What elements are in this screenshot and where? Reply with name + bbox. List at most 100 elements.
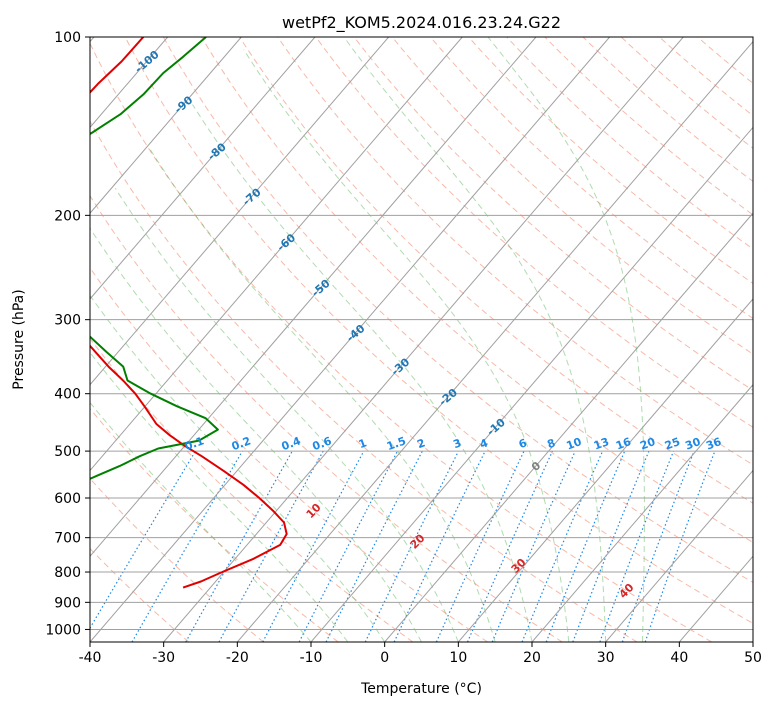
mixing-ratio-label: 0.6: [311, 434, 334, 453]
mixing-ratio-label: 25: [663, 435, 682, 452]
mixing-ratio-label: 0.2: [230, 434, 253, 453]
dry-adiabat: [90, 477, 264, 642]
moist-adiabat: [192, 104, 533, 642]
moist-adiabat: [243, 49, 570, 642]
moist-adiabat: [114, 187, 459, 642]
mixing-ratio-label: 30: [683, 435, 702, 453]
isotherm: [236, 40, 753, 642]
moist-adiabat: [90, 227, 422, 642]
x-tick-label: 0: [380, 650, 389, 666]
moist-adiabat: [90, 294, 386, 642]
x-tick-label: -40: [79, 650, 102, 666]
mixing-ratio-line: [364, 450, 460, 642]
dry-adiabat: [353, 37, 753, 391]
dry-adiabat: [90, 194, 563, 642]
mixing-ratio-label: 10: [565, 435, 584, 453]
mixing-ratio-label: 36: [704, 435, 723, 453]
mixing-ratio-label: 6: [517, 436, 529, 451]
x-tick-label: 20: [523, 650, 541, 666]
mixing-ratio-label: 8: [545, 436, 557, 451]
mixing-ratio-label: 16: [614, 435, 633, 453]
temperature-line: [90, 37, 288, 589]
isotherm: [605, 469, 753, 642]
x-axis-label: Temperature (°C): [360, 681, 482, 697]
isotherm: [457, 298, 753, 642]
dry-adiabat: [544, 37, 753, 216]
mixing-ratio-line: [621, 450, 695, 642]
dry-adiabat: [124, 37, 753, 624]
isotherm: [310, 126, 753, 642]
y-tick-label: 900: [54, 595, 81, 611]
x-tick-label: 30: [597, 650, 615, 666]
mixing-ratio-label: 0.4: [280, 434, 303, 453]
isotherms: [90, 37, 753, 642]
mixing-ratio-label: 4: [478, 436, 490, 451]
isotherm: [90, 37, 242, 214]
moist-adiabat: [90, 401, 312, 642]
dry-adiabat: [162, 37, 753, 584]
mixing-ratio-label: 1: [357, 436, 369, 451]
mixing-ratio-line: [262, 450, 365, 642]
y-tick-label: 200: [54, 208, 81, 224]
mixing-ratio-label: 0.1: [183, 434, 206, 453]
isotherm: [90, 37, 316, 300]
mixing-ratio-label: 1.5: [385, 434, 408, 453]
dry-adiabat: [620, 37, 753, 149]
moist-adiabats: [90, 37, 645, 642]
dry-adiabat: [277, 37, 753, 466]
plot-area: [90, 37, 753, 642]
y-tick-label: 600: [54, 491, 81, 507]
mixing-ratio-line: [185, 450, 293, 642]
dry-adiabat: [391, 37, 753, 355]
mixing-ratio-line: [325, 450, 423, 642]
y-axis-label: Pressure (hPa): [11, 289, 27, 389]
dry-adiabat: [90, 120, 638, 642]
y-tick-label: 100: [54, 30, 81, 46]
x-tick-label: 50: [744, 650, 762, 666]
y-tick-label: 500: [54, 444, 81, 460]
isotherm: [384, 212, 753, 642]
plot-frame: [89, 36, 754, 643]
isotherm: [90, 37, 537, 558]
moist-adiabat: [343, 37, 607, 642]
mixing-ratio-line: [521, 450, 604, 642]
x-tick-label: 40: [670, 650, 688, 666]
mixing-ratio-label: 2: [415, 436, 427, 451]
y-tick-label: 1000: [45, 622, 81, 638]
moist-adiabat: [90, 351, 349, 642]
y-tick-label: 300: [54, 313, 81, 329]
mixing-ratio-lines: [90, 450, 716, 642]
dry-adiabat: [582, 37, 753, 183]
mixing-ratio-line: [599, 450, 675, 642]
y-tick-label: 400: [54, 387, 81, 403]
mixing-ratio-line: [218, 450, 324, 642]
x-tick-label: -30: [152, 650, 175, 666]
dry-adiabat: [201, 37, 753, 544]
y-axis-ticks: 100 200 300 400 500 600 700 800 900 1000: [45, 30, 90, 638]
mixing-ratio-label: 3: [451, 436, 463, 451]
mixing-ratio-line: [644, 450, 716, 642]
mixing-ratio-label: 13: [592, 435, 611, 452]
profiles: [90, 37, 288, 589]
isotherm: [531, 383, 753, 642]
chart-title: wetPf2_KOM5.2024.016.23.24.G22: [282, 13, 561, 33]
x-tick-label: -20: [226, 650, 249, 666]
dewpoint-line: [90, 37, 219, 480]
mixing-ratio-line: [572, 450, 650, 642]
mixing-ratio-line: [545, 450, 626, 642]
isotherm: [90, 37, 463, 472]
y-tick-label: 700: [54, 531, 81, 547]
isotherm: [90, 37, 390, 386]
mixing-ratio-label: 20: [638, 435, 657, 453]
isotherm: [90, 37, 611, 642]
x-tick-label: 10: [449, 650, 467, 666]
pressure-gridlines: [90, 37, 753, 630]
y-tick-label: 800: [54, 565, 81, 581]
x-tick-label: -10: [300, 650, 323, 666]
isotherm: [163, 37, 684, 642]
dry-adiabat: [430, 37, 753, 320]
moist-adiabat: [487, 37, 645, 642]
dry-adiabat: [90, 42, 712, 642]
x-axis-ticks: -40 -30 -20 -10 0 10 20 30 40 50: [79, 642, 762, 666]
